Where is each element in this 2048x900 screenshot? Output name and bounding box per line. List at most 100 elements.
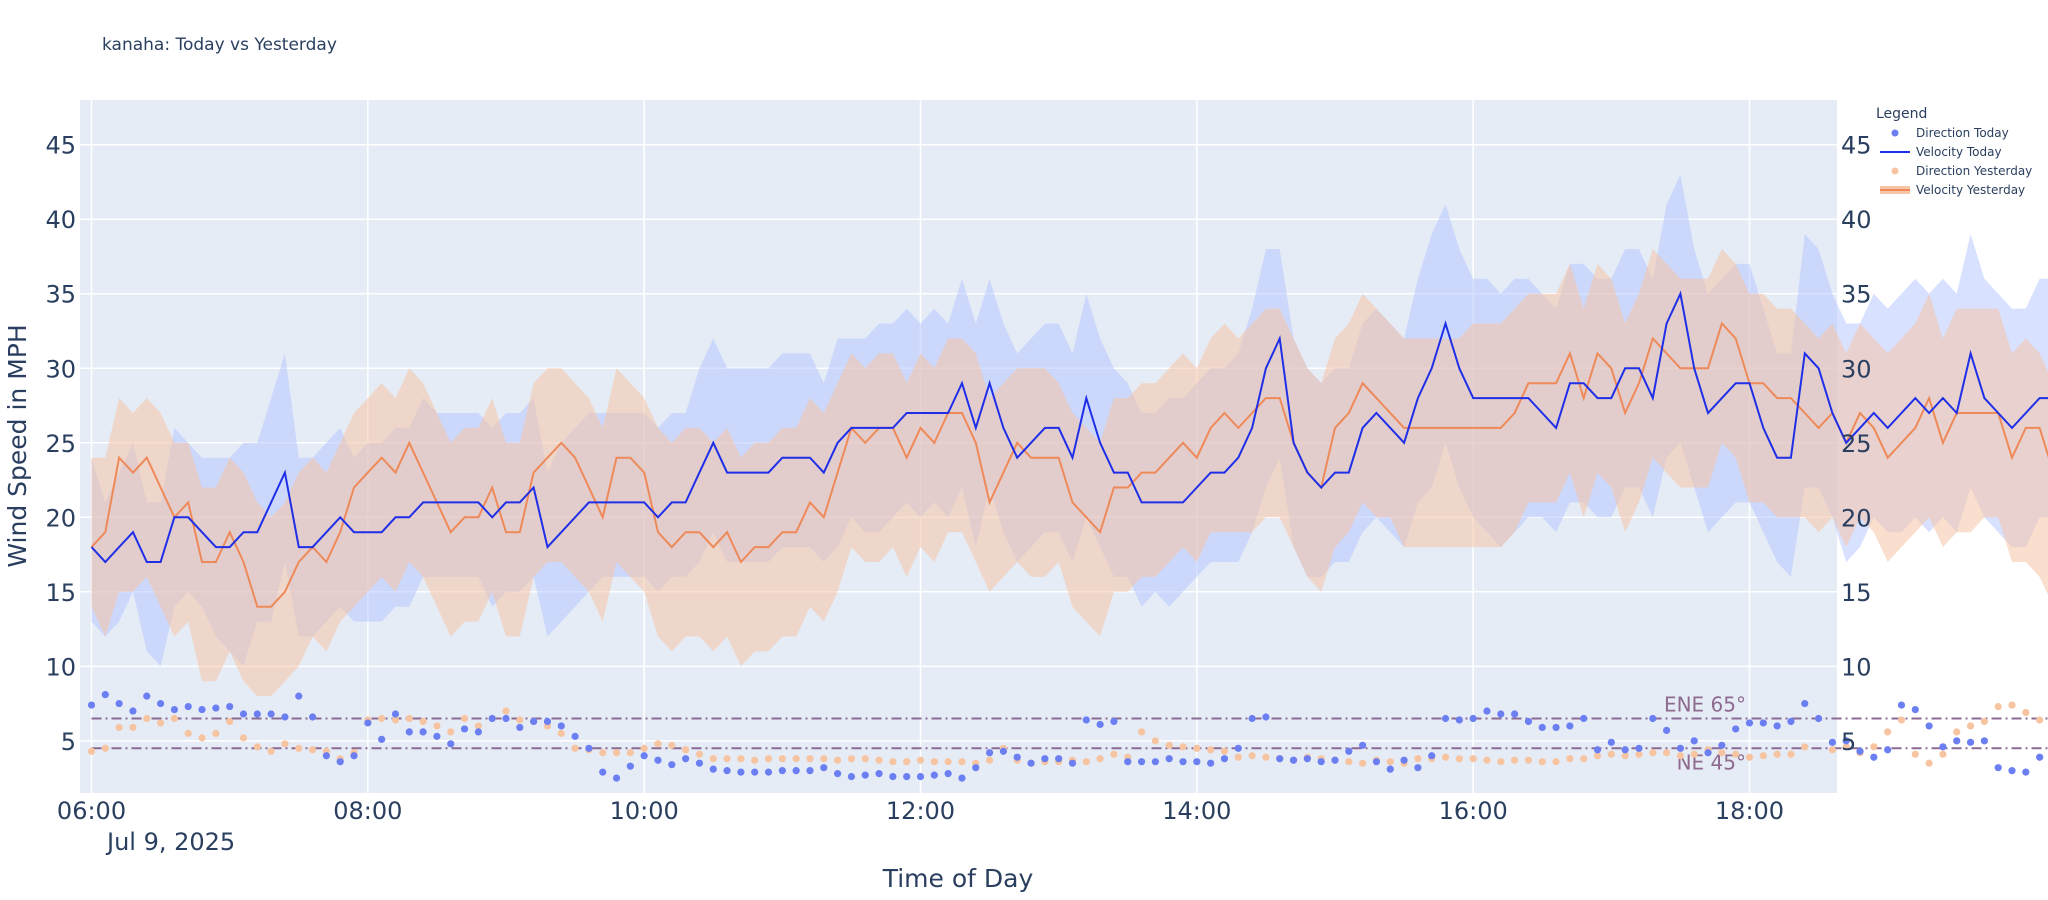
legend-marker-symbol [1891, 129, 1899, 137]
direction-today-point [1124, 758, 1132, 766]
direction-yesterday-point [129, 723, 137, 732]
direction-yesterday-point [143, 714, 151, 723]
direction-today-point [474, 728, 482, 736]
direction-today-point [1759, 719, 1767, 727]
direction-yesterday-point [695, 750, 704, 758]
direction-yesterday-point [1649, 749, 1657, 757]
direction-today-point [1372, 758, 1381, 766]
direction-today-point [1607, 738, 1615, 746]
direction-yesterday-point [1262, 753, 1270, 761]
direction-yesterday-point [903, 758, 911, 766]
direction-yesterday-point [405, 714, 413, 723]
direction-today-point [626, 762, 634, 770]
y-tick-label-right: 45 [1841, 132, 1872, 160]
direction-today-point [1897, 701, 1906, 709]
direction-today-point [930, 771, 938, 779]
direction-today-point [1801, 699, 1809, 708]
direction-yesterday-point [1884, 728, 1892, 736]
direction-today-point [1151, 758, 1159, 766]
y-tick-label-right: 5 [1841, 728, 1856, 756]
direction-yesterday-point [1441, 753, 1450, 761]
direction-yesterday-point [1110, 750, 1118, 758]
x-tick-label: 08:00 [333, 797, 402, 825]
direction-today-point [585, 744, 593, 752]
direction-today-point [861, 771, 869, 779]
direction-today-point [1593, 746, 1602, 754]
direction-today-point [1179, 758, 1187, 766]
direction-today-point [1538, 723, 1546, 732]
x-tick-label: 14:00 [1162, 797, 1231, 825]
direction-yesterday-point [226, 717, 234, 726]
direction-yesterday-point [1165, 741, 1173, 749]
y-tick-label-right: 25 [1841, 430, 1872, 458]
direction-today-point [322, 752, 330, 760]
direction-yesterday-point [944, 758, 952, 766]
direction-today-point [612, 774, 621, 782]
direction-today-point [654, 756, 662, 764]
direction-today-point [447, 740, 455, 748]
direction-yesterday-point [654, 740, 662, 748]
direction-today-point [764, 768, 773, 776]
direction-today-point [378, 735, 386, 743]
direction-today-point [1856, 747, 1864, 755]
direction-today-point [516, 723, 524, 732]
y-axis-left-ticks: 5 10 15 20 25 30 35 40 45 [45, 132, 76, 756]
direction-yesterday-point [2022, 708, 2030, 717]
x-axis-ticks: 06:00 08:00 10:00 12:00 14:00 16:00 18:00 [57, 797, 1784, 825]
direction-yesterday-point [958, 758, 966, 766]
direction-today-point [1511, 710, 1519, 718]
direction-today-point [1745, 719, 1754, 727]
direction-today-point [1704, 749, 1712, 757]
direction-yesterday-point [281, 740, 289, 748]
y-tick-label-left: 25 [45, 430, 76, 458]
velocity-lines [90, 290, 2048, 608]
direction-today-point [1345, 747, 1353, 755]
direction-today-point [1828, 738, 1836, 746]
direction-today-point [1110, 717, 1118, 726]
direction-yesterday-point [1082, 758, 1090, 766]
direction-yesterday-point [1718, 749, 1726, 757]
direction-today-point [695, 759, 704, 767]
direction-today-point [1096, 720, 1104, 729]
direction-yesterday-point [212, 729, 220, 737]
direction-today-point [1041, 755, 1049, 763]
direction-yesterday-point [156, 719, 165, 727]
direction-today-point [1234, 744, 1242, 752]
direction-yesterday-point [737, 755, 745, 763]
direction-today-point [944, 770, 952, 778]
direction-yesterday-point [985, 756, 994, 764]
direction-today-point [295, 692, 303, 700]
direction-yesterday-point [1207, 746, 1215, 754]
direction-today-point [115, 699, 123, 708]
y-tick-label-right: 10 [1841, 653, 1872, 681]
direction-yesterday-point [184, 729, 192, 737]
direction-yesterday-point [2008, 701, 2016, 709]
x-tick-label: 06:00 [57, 797, 126, 825]
legend-marker-symbol [1891, 167, 1899, 175]
direction-today-point [267, 710, 275, 718]
direction-today-point [972, 764, 980, 772]
direction-today-point [1165, 755, 1173, 763]
direction-today-point [530, 717, 538, 726]
y-tick-label-left: 35 [45, 281, 76, 309]
direction-yesterday-point [1248, 752, 1256, 760]
direction-yesterday-point [1386, 758, 1394, 766]
direction-yesterday-point [1897, 716, 1906, 724]
direction-today-point [2036, 753, 2044, 761]
direction-yesterday-point [1773, 750, 1781, 758]
direction-today-point [557, 722, 565, 730]
chart-title: kanaha: Today vs Yesterday [102, 35, 337, 55]
direction-today-point [792, 767, 800, 775]
direction-yesterday-point [1745, 753, 1754, 761]
direction-today-point [599, 768, 607, 776]
direction-yesterday-point [101, 744, 109, 752]
direction-yesterday-point [612, 749, 621, 757]
direction-yesterday-point [1511, 756, 1519, 764]
direction-yesterday-point [764, 755, 773, 763]
direction-yesterday-point [1538, 758, 1546, 766]
direction-today-point [2008, 767, 2016, 775]
direction-today-point [350, 752, 358, 760]
direction-yesterday-point [820, 755, 828, 763]
direction-yesterday-point [557, 729, 565, 737]
direction-yesterday-point [834, 756, 842, 764]
